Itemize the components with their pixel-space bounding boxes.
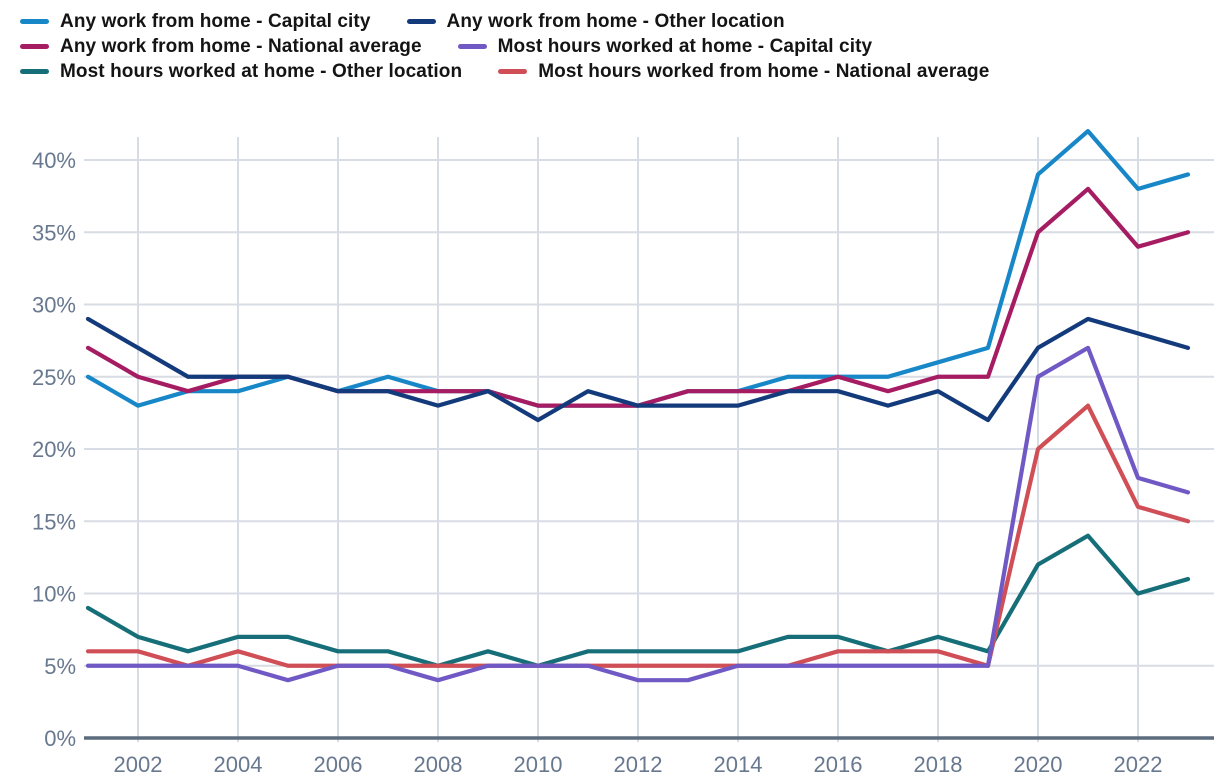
- legend-label-most-hours-worked-at-home-other-location: Most hours worked at home - Other locati…: [60, 60, 463, 82]
- x-tick-label-2002: 2002: [114, 752, 163, 777]
- series-line-most-hours-worked-at-home-other-location: [85, 533, 1191, 668]
- series-line-most-hours-worked-at-home-capital-city: [85, 345, 1191, 683]
- legend-swatch-any-work-from-home-other-location: [406, 19, 436, 24]
- x-tick-label-2004: 2004: [214, 752, 263, 777]
- x-tick-label-2010: 2010: [514, 752, 563, 777]
- chart-legend: Any work from home - Capital city Any wor…: [20, 9, 989, 84]
- x-tick-label-2014: 2014: [714, 752, 763, 777]
- legend-item-any-work-from-home-other-location: Any work from home - Other location: [406, 10, 785, 33]
- x-tick-label-2022: 2022: [1114, 752, 1163, 777]
- series-line-most-hours-worked-from-home-national-average: [85, 403, 1191, 668]
- x-tick-label-2012: 2012: [614, 752, 663, 777]
- y-tick-label-15: 15%: [32, 509, 76, 534]
- y-tick-label-10: 10%: [32, 582, 76, 607]
- y-tick-label-25: 25%: [32, 365, 76, 390]
- x-tick-label-2020: 2020: [1014, 752, 1063, 777]
- legend-item-most-hours-worked-at-home-other-location: Most hours worked at home - Other locati…: [20, 61, 462, 83]
- legend-label-any-work-from-home-other-location: Any work from home - Other location: [446, 10, 785, 32]
- legend-label-any-work-from-home-capital-city: Any work from home - Capital city: [60, 10, 371, 32]
- y-tick-label-35: 35%: [32, 220, 76, 245]
- legend-label-most-hours-worked-at-home-capital-city: Most hours worked at home - Capital city: [497, 35, 873, 57]
- legend-swatch-any-work-from-home-national-average: [20, 44, 49, 49]
- y-tick-label-5: 5%: [44, 654, 76, 679]
- x-tick-label-2006: 2006: [314, 752, 363, 777]
- legend-swatch-most-hours-worked-from-home-national-average: [498, 69, 528, 74]
- legend-label-most-hours-worked-from-home-national-average: Most hours worked from home - National a…: [538, 60, 990, 82]
- legend-item-any-work-from-home-capital-city: Any work from home - Capital city: [20, 11, 371, 33]
- y-tick-label-40: 40%: [32, 148, 76, 173]
- legend-label-any-work-from-home-national-average: Any work from home - National average: [60, 35, 422, 57]
- legend-item-most-hours-worked-at-home-capital-city: Most hours worked at home - Capital city: [457, 35, 873, 58]
- legend-item-any-work-from-home-national-average: Any work from home - National average: [20, 36, 422, 58]
- y-tick-label-0: 0%: [44, 726, 76, 751]
- legend-row-1: Any work from home - Capital city Any wor…: [20, 9, 989, 34]
- legend-row-3: Most hours worked at home - Other locati…: [20, 59, 989, 84]
- x-tick-label-2008: 2008: [414, 752, 463, 777]
- legend-swatch-most-hours-worked-at-home-other-location: [20, 69, 49, 74]
- legend-swatch-most-hours-worked-at-home-capital-city: [457, 44, 487, 49]
- series-line-any-work-from-home-other-location: [85, 316, 1191, 423]
- y-tick-label-30: 30%: [32, 293, 76, 318]
- legend-swatch-any-work-from-home-capital-city: [20, 19, 49, 24]
- y-tick-label-20: 20%: [32, 437, 76, 462]
- x-tick-label-2018: 2018: [914, 752, 963, 777]
- legend-row-2: Any work from home - National average Mos…: [20, 34, 989, 59]
- x-tick-label-2016: 2016: [814, 752, 863, 777]
- legend-item-most-hours-worked-from-home-national-average: Most hours worked from home - National a…: [498, 61, 989, 83]
